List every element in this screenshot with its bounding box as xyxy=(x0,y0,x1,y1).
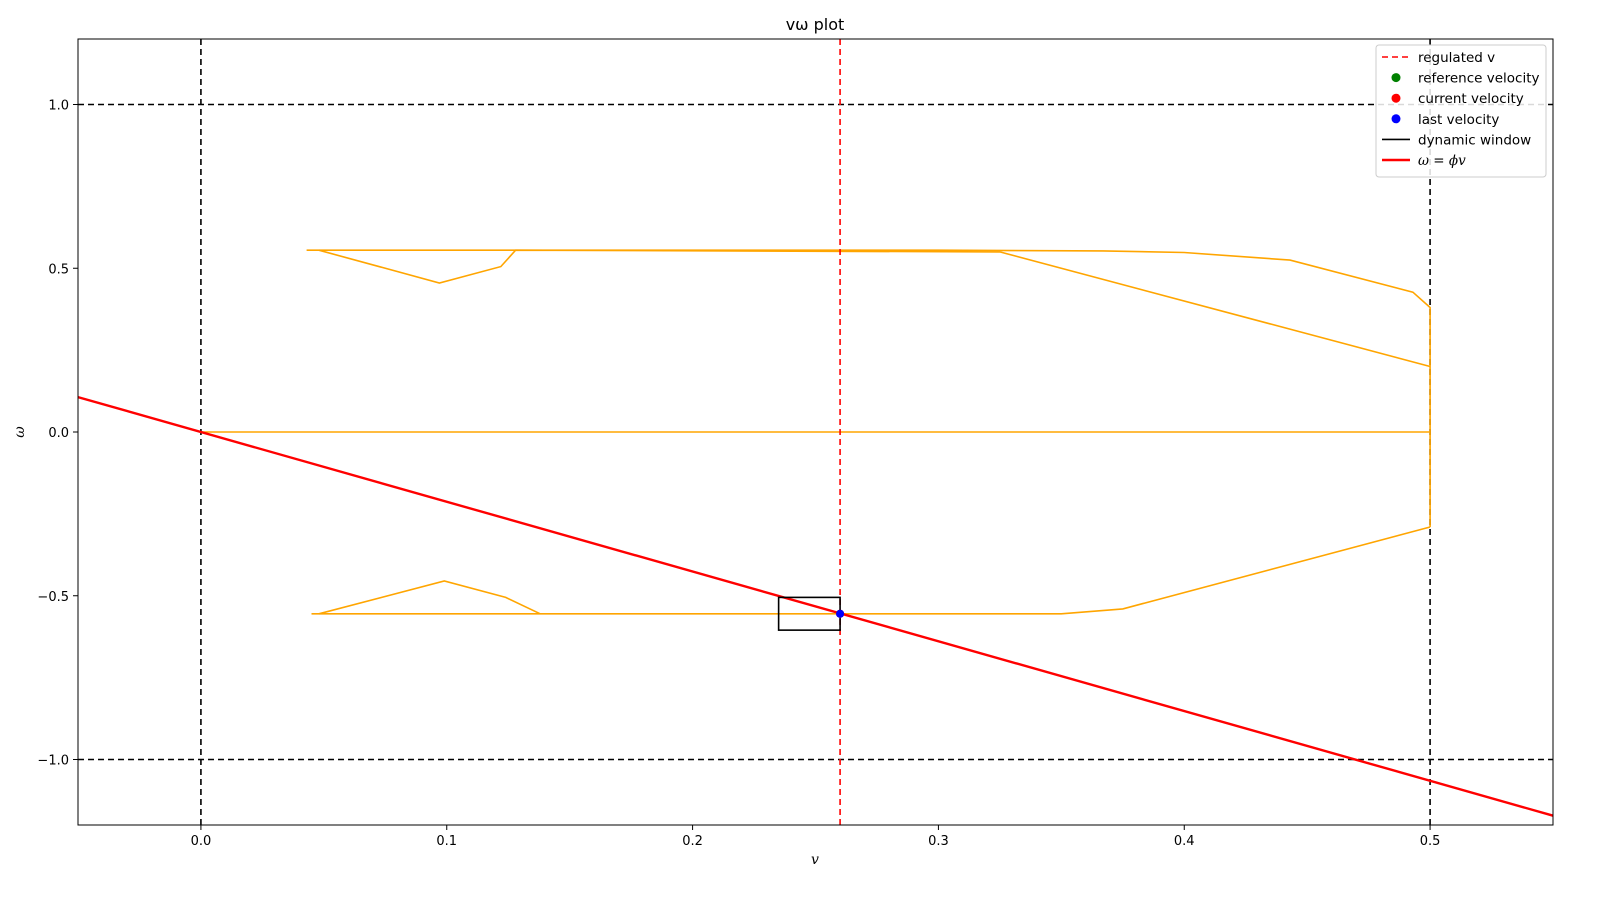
y-tick-label: −1.0 xyxy=(37,754,69,769)
y-tick-label: −0.5 xyxy=(37,590,69,605)
x-tick-label: 0.1 xyxy=(436,834,457,849)
legend: regulated v reference velocity current vel… xyxy=(1375,44,1547,178)
last-velocity-point xyxy=(836,609,845,618)
legend-regulated-v-label: regulated v xyxy=(1418,50,1495,66)
x-axis: 0.0 0.1 0.2 0.3 0.4 0.5 xyxy=(191,825,1441,849)
y-axis-label: ω xyxy=(12,426,28,438)
legend-dynamic-window-label: dynamic window xyxy=(1418,132,1531,148)
constraint-boundary-4 xyxy=(318,580,541,615)
legend-v-label: ω = ϕv xyxy=(1418,153,1466,169)
y-axis: −1.0 −0.5 0.0 0.5 1.0 xyxy=(37,99,78,769)
legend-last-velocity-swatch xyxy=(1391,114,1401,124)
legend-current-velocity-label: current velocity xyxy=(1418,91,1524,107)
x-tick-label: 0.4 xyxy=(1174,834,1195,849)
legend-box xyxy=(1375,44,1547,178)
omega-phi-v-line xyxy=(78,395,1553,817)
constraint-boundary-0 xyxy=(306,249,1431,527)
constraint-boundary-1 xyxy=(318,249,1431,368)
chart-title: vω plot xyxy=(786,15,845,34)
y-tick-label: 1.0 xyxy=(48,99,69,114)
y-tick-label: 0.5 xyxy=(48,262,69,277)
legend-reference-velocity-label: reference velocity xyxy=(1418,71,1540,87)
x-axis-label: v xyxy=(811,852,819,868)
x-tick-label: 0.2 xyxy=(682,834,703,849)
x-tick-label: 0.3 xyxy=(928,834,949,849)
x-tick-label: 0.0 xyxy=(191,834,212,849)
legend-reference-velocity-swatch xyxy=(1391,73,1401,83)
legend-current-velocity-swatch xyxy=(1391,93,1401,103)
plot-area xyxy=(78,39,1553,825)
constraint-boundary-3 xyxy=(311,526,1431,615)
legend-last-velocity-label: last velocity xyxy=(1418,112,1499,128)
y-tick-label: 0.0 xyxy=(48,426,69,441)
x-tick-label: 0.5 xyxy=(1420,834,1441,849)
